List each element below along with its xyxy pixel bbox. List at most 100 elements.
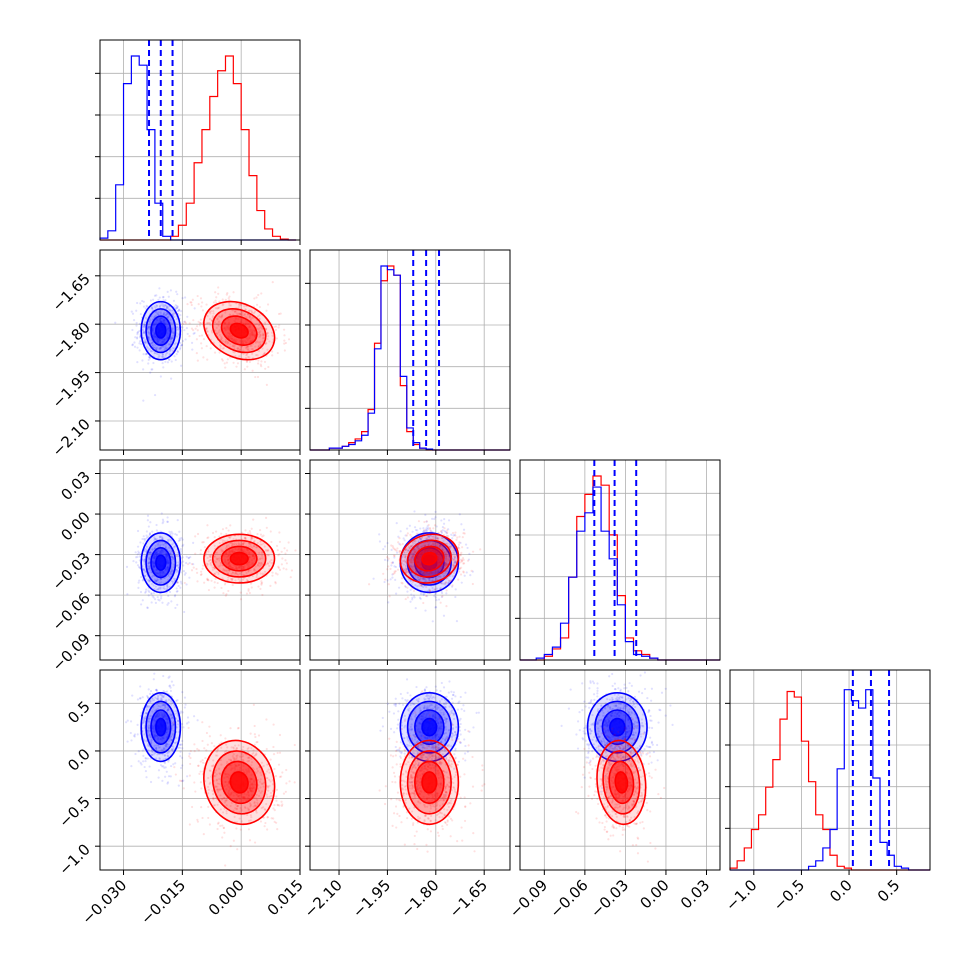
red-sample-point xyxy=(257,359,260,362)
blue-sample-point xyxy=(169,552,172,555)
red-sample-point xyxy=(190,327,194,330)
blue-sample-point xyxy=(422,530,425,533)
blue-sample-point xyxy=(164,314,167,317)
blue-sample-point xyxy=(180,582,183,585)
blue-sample-point xyxy=(443,529,446,533)
red-sample-point xyxy=(212,764,215,767)
red-sample-point xyxy=(437,542,440,546)
blue-sample-point xyxy=(439,575,442,578)
red-sample-point xyxy=(412,565,415,568)
blue-sample-point xyxy=(155,523,158,527)
blue-sample-point xyxy=(170,600,173,603)
red-sample-point xyxy=(411,587,414,590)
red-sample-point xyxy=(428,589,432,592)
red-sample-point xyxy=(456,565,460,568)
red-sample-point xyxy=(228,536,231,540)
red-sample-point xyxy=(206,578,209,581)
blue-sample-point xyxy=(179,548,183,551)
plot-area xyxy=(125,672,296,867)
red-sample-point xyxy=(239,807,242,810)
red-sample-point xyxy=(414,550,417,553)
red-sample-point xyxy=(258,551,261,555)
blue-sample-point xyxy=(169,318,172,321)
blue-sample-point xyxy=(171,336,175,339)
red-sample-point xyxy=(215,332,218,335)
panel-frame xyxy=(99,249,301,451)
blue-sample-point xyxy=(179,550,183,553)
red-sample-point xyxy=(267,335,270,338)
red-contour xyxy=(406,539,452,578)
blue-sample-point xyxy=(190,341,194,344)
blue-sample-point xyxy=(133,735,136,738)
blue-sample-point xyxy=(174,358,177,362)
blue-sample-point xyxy=(411,596,414,599)
blue-sample-point xyxy=(188,752,191,755)
blue-sample-point xyxy=(151,699,154,702)
blue-sample-point xyxy=(138,697,142,700)
blue-sample-point xyxy=(125,565,129,568)
blue-sample-point xyxy=(405,527,409,530)
red-sample-point xyxy=(241,758,244,761)
red-sample-point xyxy=(261,327,264,330)
blue-sample-point xyxy=(146,706,149,709)
blue-sample-point xyxy=(148,567,151,570)
blue-sample-point xyxy=(191,348,194,351)
blue-sample-point xyxy=(413,526,417,529)
red-sample-point xyxy=(230,578,233,581)
blue-sample-point xyxy=(166,755,170,758)
red-sample-point xyxy=(277,565,280,568)
red-sample-point xyxy=(232,361,235,364)
red-sample-point xyxy=(255,303,259,306)
red-sample-point xyxy=(258,335,262,338)
blue-sample-point xyxy=(175,533,179,537)
red-sample-point xyxy=(460,566,463,569)
blue-sample-point xyxy=(421,577,424,580)
red-sample-point xyxy=(274,580,277,584)
red-sample-point xyxy=(200,570,203,573)
red-sample-point xyxy=(420,583,423,586)
blue-sample-point xyxy=(183,573,186,576)
blue-sample-point xyxy=(159,764,163,767)
blue-sample-point xyxy=(412,542,415,545)
blue-sample-point xyxy=(181,560,185,563)
red-sample-point xyxy=(257,585,260,588)
histogram-panel xyxy=(95,39,301,241)
blue-sample-point xyxy=(433,588,436,591)
blue-sample-point xyxy=(164,360,167,363)
red-sample-point xyxy=(444,553,447,556)
red-sample-point xyxy=(420,536,423,539)
blue-sample-point xyxy=(137,760,140,763)
red-sample-point xyxy=(221,313,224,317)
blue-sample-point xyxy=(145,588,148,591)
red-sample-point xyxy=(201,309,204,312)
red-sample-point xyxy=(414,567,417,571)
red-sample-point xyxy=(217,331,220,334)
red-sample-point xyxy=(219,758,223,762)
blue-sample-point xyxy=(181,711,184,714)
blue-sample-point xyxy=(148,332,151,336)
blue-sample-point xyxy=(174,342,177,345)
blue-sample-point xyxy=(171,716,174,720)
red-sample-point xyxy=(235,572,238,575)
red-sample-point xyxy=(403,559,406,562)
red-sample-point xyxy=(196,580,199,583)
red-sample-point xyxy=(200,573,203,576)
blue-sample-point xyxy=(148,356,151,359)
red-sample-point xyxy=(226,578,230,582)
blue-sample-point xyxy=(416,545,419,548)
blue-sample-point xyxy=(383,545,387,548)
red-sample-point xyxy=(417,520,421,523)
red-sample-point xyxy=(247,570,250,573)
red-sample-point xyxy=(438,544,442,547)
red-sample-point xyxy=(238,303,241,306)
blue-sample-point xyxy=(435,525,438,528)
blue-sample-point xyxy=(395,522,398,525)
red-sample-point xyxy=(425,520,428,523)
red-sample-point xyxy=(286,549,289,552)
blue-sample-point xyxy=(427,543,430,546)
blue-sample-point xyxy=(386,579,389,582)
blue-sample-point xyxy=(171,349,174,352)
blue-sample-point xyxy=(153,316,156,319)
blue-sample-point xyxy=(418,579,421,582)
